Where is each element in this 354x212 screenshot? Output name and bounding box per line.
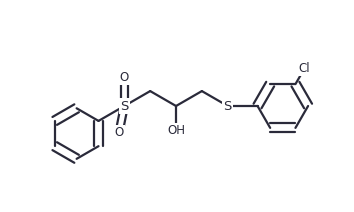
Text: S: S [223,99,232,113]
Text: OH: OH [167,124,185,137]
Text: S: S [120,99,129,113]
Text: O: O [114,126,124,139]
Text: Cl: Cl [298,62,310,75]
Text: O: O [120,71,129,84]
